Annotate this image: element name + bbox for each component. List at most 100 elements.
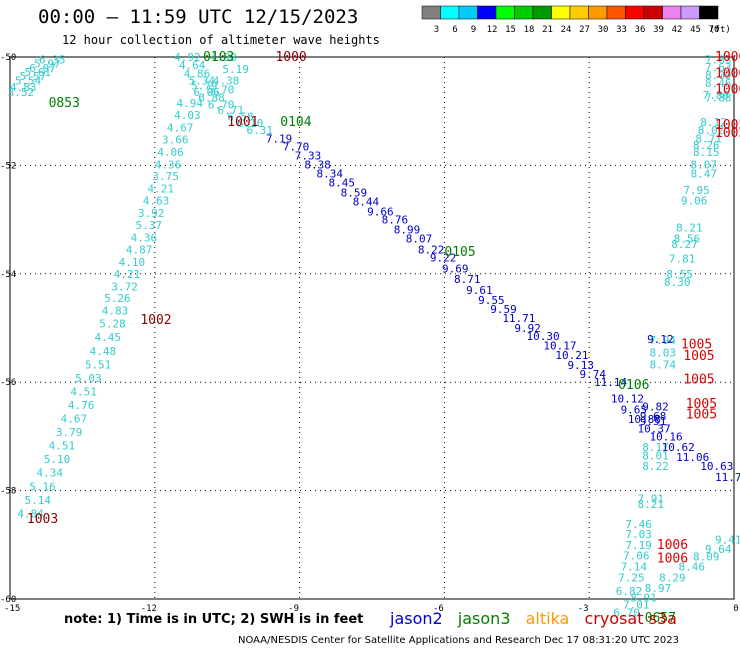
wave-height-label: 7.63 [705,61,732,74]
wave-height-label: 7.25 [618,571,645,584]
wave-height-label: 6.06 [193,86,220,99]
wave-height-label: 9.12 [647,333,674,346]
wave-height-label: 6.31 [247,124,273,137]
colorbar-label: 15 [505,25,516,35]
satellite-altika: altika [525,609,570,628]
wave-height-label: 4.51 [49,440,76,453]
time-label: 1005 [686,397,717,412]
x-tick-label: -6 [433,604,444,614]
time-label: 0106 [618,378,649,393]
wave-height-label: 7.86 [703,89,730,102]
y-tick-label: -56 [0,378,16,388]
wave-height-label: 6.70 [208,99,235,112]
wave-height-label: 5.16 [29,480,56,493]
credit-text: NOAA/NESDIS Center for Satellite Applica… [238,635,680,646]
wave-height-label: 8.27 [671,238,698,251]
wave-height-label: 4.45 [94,331,121,344]
wave-height-label: 8.21 [637,498,664,511]
wave-height-label: 8.07 [691,158,718,171]
wave-height-label: 7.70 [283,140,310,153]
wave-height-label: 4.10 [119,256,146,269]
colorbar-label: 6 [452,25,457,35]
wave-height-label: 5.51 [85,358,112,371]
wave-height-label: 4.64 [179,59,206,72]
wave-height-label: 9.69 [442,262,469,275]
wave-height-label: 7.03 [625,528,652,541]
wave-height-label: 7.95 [683,184,710,197]
y-tick-label: -58 [0,487,16,497]
wave-height-label: 4.92 [174,51,201,64]
wave-height-label: 4.67 [61,413,88,426]
wave-height-label: 6.70 [613,607,640,620]
wave-height-label: 10.88 [628,413,661,426]
wave-height-label: 10.21 [555,349,588,362]
wave-height-label: 9.92 [514,322,541,335]
wave-height-label: 9.61 [466,284,493,297]
wave-height-label: 4.34 [37,467,64,480]
wave-height-label: 9.55 [478,294,505,307]
wave-height-label: 9.22 [430,252,457,265]
satellite-legend: jason2 jason3 altika cryosat s3a [390,609,687,628]
wave-height-label: 7.81 [669,253,696,266]
wave-height-label: 3.66 [162,133,189,146]
wave-height-label: 4.21 [148,183,175,196]
y-tick-label: -60 [0,595,16,605]
wave-height-label: 4.03 [174,109,201,122]
wave-height-label: 7.19 [266,132,293,145]
time-label: 1001 [227,115,258,130]
time-label: 1003 [27,512,58,527]
time-label: 1005 [686,408,717,423]
wave-height-label: 10.17 [543,339,576,352]
time-label: 0104 [280,115,311,130]
wave-height-label: 7.83 [705,54,732,67]
wave-height-label: 8.46 [705,77,732,90]
wave-height-label: 6.71 [218,104,245,117]
wave-height-label: 7.33 [295,150,322,163]
wave-height-label: 5.10 [44,453,71,466]
wave-height-label: 9.51 [640,415,667,428]
time-label: 0853 [49,96,80,111]
wave-height-label: 8.74 [650,358,677,371]
y-tick-label: -52 [0,161,16,171]
wave-height-label: 4.86 [184,67,211,80]
wave-height-label: 9.41 [715,533,740,546]
wave-height-label: 9.68 [640,410,667,423]
wave-height-label: 5.26 [104,292,130,305]
wave-height-label: 10.12 [611,392,644,405]
x-tick-label: -15 [4,604,20,614]
colorbar-label: 30 [598,25,609,35]
wave-height-label: 5.03 [75,372,102,385]
colorbar-label: (ft) [709,25,731,35]
wave-height-label: 7.88 [705,92,732,105]
wave-height-label: 6.07 [29,62,56,75]
colorbar-label: 42 [672,25,683,35]
x-tick-label: -3 [578,604,589,614]
wave-height-label: 4.87 [126,243,153,256]
wave-height-label: 3.72 [111,280,138,293]
y-tick-label: -54 [0,270,16,280]
time-label: 1005 [681,337,712,352]
wave-height-label: 6.35 [39,54,66,67]
time-label: 1005 [683,349,714,364]
wave-height-label: 9.74 [580,368,607,381]
wave-height-label: 7.06 [623,550,650,563]
wave-height-label: 10.62 [662,441,695,454]
wave-height-label: 3.75 [152,170,179,183]
wave-height-label: 5.34 [189,74,216,87]
colorbar-label: 70 [709,25,720,35]
colorbar-label: 45 [690,25,701,35]
wave-height-label: 4.36 [155,158,182,171]
time-label: 1000 [275,50,306,65]
wave-height-label: 5.14 [24,494,51,507]
wave-height-label: 11.71 [502,312,535,325]
wave-height-label: 8.34 [316,168,343,181]
wave-height-label: 8.97 [645,582,672,595]
wave-height-label: 5.37 [135,219,162,232]
wave-height-label: 5.70 [208,84,235,97]
wave-height-label: 9.65 [621,403,648,416]
time-label: 0103 [203,50,234,65]
plot-frame [9,56,735,600]
wave-height-label: 7.46 [625,518,652,531]
time-label: 1005 [715,126,740,141]
wave-height-label: 8.29 [659,571,686,584]
